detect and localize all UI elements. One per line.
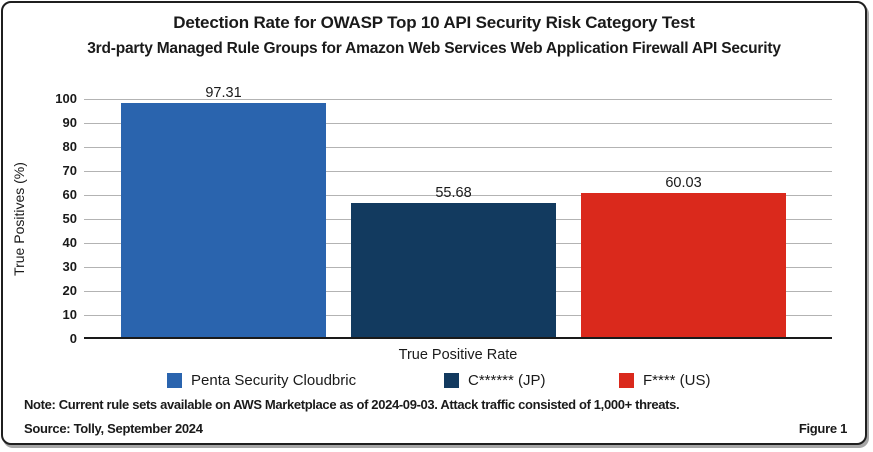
y-tick-label-30: 30 — [62, 259, 77, 274]
legend-swatch — [167, 372, 182, 388]
gridline-80 — [84, 147, 832, 148]
y-tick-label-70: 70 — [62, 163, 77, 178]
y-tick-label-80: 80 — [62, 139, 77, 154]
x-axis-title: True Positive Rate — [398, 347, 518, 363]
title-block: Detection Rate for OWASP Top 10 API Secu… — [3, 10, 865, 61]
legend-label: C****** (JP) — [468, 371, 546, 389]
bar-penta-security-cloudbric — [121, 103, 326, 337]
chart-title: Detection Rate for OWASP Top 10 API Secu… — [173, 13, 695, 32]
y-tick-label-20: 20 — [62, 283, 77, 298]
y-tick-label-10: 10 — [62, 307, 77, 322]
bar-value-label: 60.03 — [665, 174, 702, 191]
bar-c-jp — [351, 203, 556, 337]
figure-label: Figure 1 — [798, 421, 847, 436]
chart-subtitle: 3rd-party Managed Rule Groups for Amazon… — [87, 40, 781, 57]
plot-area: 97.31 55.68 60.03 — [84, 85, 832, 339]
bar-value-label: 55.68 — [435, 185, 472, 202]
y-tick-label-40: 40 — [62, 235, 77, 250]
gridline-60 — [84, 195, 832, 196]
legend-item-2: C****** (JP) — [444, 369, 546, 391]
source-text: Source: Tolly, September 2024 — [24, 421, 203, 436]
y-tick-label-90: 90 — [62, 115, 77, 130]
y-tick-label-100: 100 — [55, 91, 77, 106]
y-tick-label-50: 50 — [62, 211, 77, 226]
source-row: Source: Tolly, September 2024 Figure 1 — [24, 421, 847, 436]
y-tick-label-60: 60 — [62, 187, 77, 202]
bar-value-label: 97.31 — [205, 85, 242, 102]
legend-label: F**** (US) — [643, 371, 711, 389]
y-axis-ticks: 0 10 20 30 40 50 60 70 80 90 100 — [3, 91, 77, 346]
figure-frame: Detection Rate for OWASP Top 10 API Secu… — [1, 1, 867, 445]
legend-label: Penta Security Cloudbric — [191, 371, 357, 389]
note-text: Note: Current rule sets available on AWS… — [24, 397, 680, 412]
legend-swatch — [444, 372, 459, 388]
bar-f-us — [581, 192, 786, 337]
legend-item-3: F**** (US) — [619, 369, 711, 391]
y-tick-label-0: 0 — [69, 331, 77, 346]
gridline-90 — [84, 123, 832, 124]
gridline-70 — [84, 171, 832, 172]
gridline-100 — [84, 99, 832, 100]
legend-swatch — [619, 372, 634, 388]
legend-item-1: Penta Security Cloudbric — [167, 369, 356, 391]
legend: Penta Security Cloudbric C****** (JP) F***… — [3, 369, 865, 391]
